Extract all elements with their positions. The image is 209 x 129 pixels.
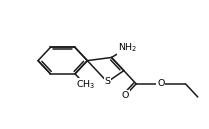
Text: O: O	[157, 79, 164, 88]
Text: CH$_3$: CH$_3$	[76, 79, 95, 91]
Text: O: O	[122, 91, 129, 100]
Text: S: S	[104, 77, 110, 86]
Text: NH$_2$: NH$_2$	[118, 42, 137, 54]
